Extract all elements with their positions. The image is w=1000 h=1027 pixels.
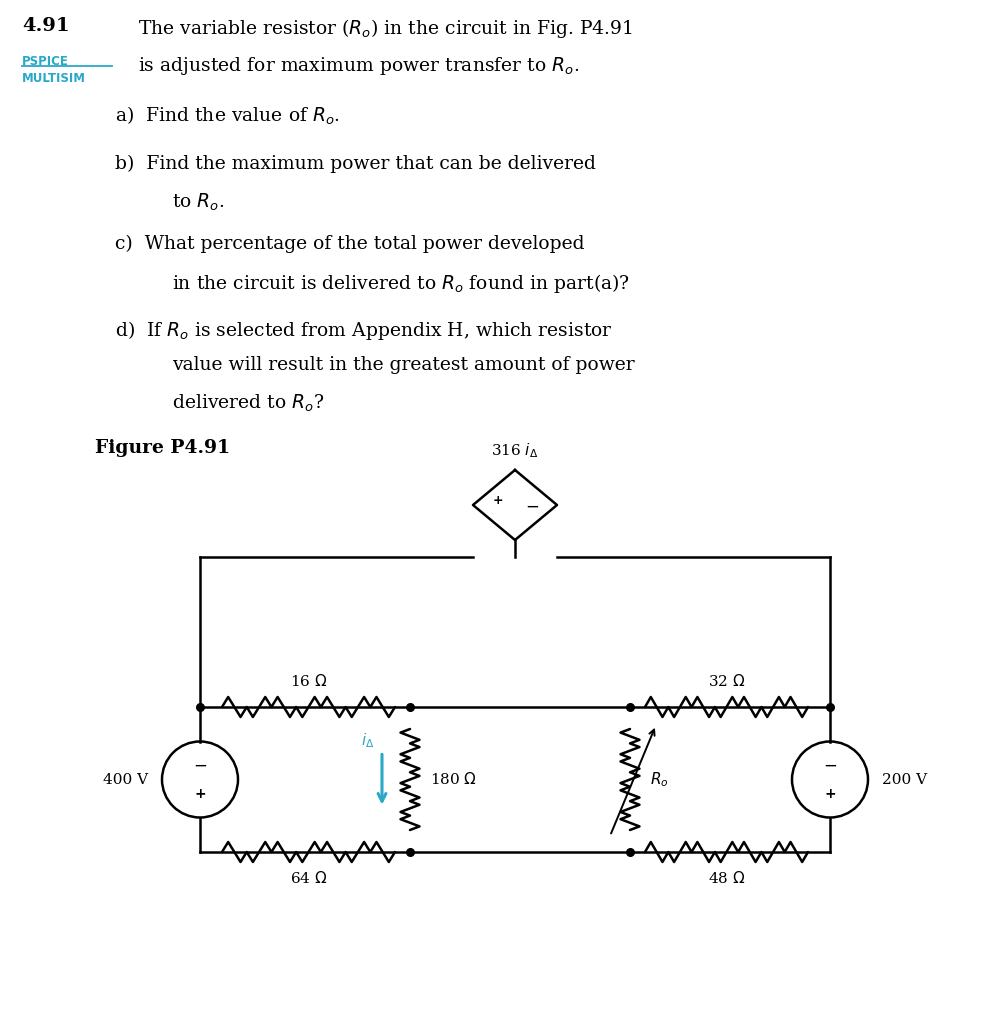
- Text: delivered to $R_o$?: delivered to $R_o$?: [172, 393, 324, 414]
- Text: Figure P4.91: Figure P4.91: [95, 439, 230, 457]
- Text: MULTISIM: MULTISIM: [22, 72, 86, 85]
- Text: a)  Find the value of $R_o$.: a) Find the value of $R_o$.: [115, 105, 340, 127]
- Text: +: +: [493, 494, 503, 506]
- Text: d)  If $R_o$ is selected from Appendix H, which resistor: d) If $R_o$ is selected from Appendix H,…: [115, 319, 613, 342]
- Text: 48 $\Omega$: 48 $\Omega$: [708, 870, 745, 886]
- Text: value will result in the greatest amount of power: value will result in the greatest amount…: [172, 356, 635, 374]
- Text: The variable resistor ($R_o$) in the circuit in Fig. P4.91: The variable resistor ($R_o$) in the cir…: [138, 17, 633, 40]
- Text: −: −: [193, 757, 207, 774]
- Text: −: −: [823, 757, 837, 774]
- Text: in the circuit is delivered to $R_o$ found in part(a)?: in the circuit is delivered to $R_o$ fou…: [172, 272, 630, 295]
- Text: 32 $\Omega$: 32 $\Omega$: [708, 673, 745, 689]
- Text: 16 $\Omega$: 16 $\Omega$: [290, 673, 327, 689]
- Text: to $R_o$.: to $R_o$.: [172, 192, 225, 214]
- Text: 400 V: 400 V: [103, 772, 148, 787]
- Text: 64 $\Omega$: 64 $\Omega$: [290, 870, 327, 886]
- Text: $i_\Delta$: $i_\Delta$: [361, 731, 374, 750]
- Text: −: −: [525, 498, 539, 516]
- Text: $R_o$: $R_o$: [650, 770, 669, 789]
- Text: PSPICE: PSPICE: [22, 55, 69, 68]
- Text: 4.91: 4.91: [22, 17, 70, 35]
- Text: c)  What percentage of the total power developed: c) What percentage of the total power de…: [115, 235, 584, 254]
- Text: is adjusted for maximum power transfer to $R_o$.: is adjusted for maximum power transfer t…: [138, 55, 579, 77]
- Text: b)  Find the maximum power that can be delivered: b) Find the maximum power that can be de…: [115, 155, 596, 174]
- Text: +: +: [824, 787, 836, 800]
- Text: 200 V: 200 V: [882, 772, 927, 787]
- Text: +: +: [194, 787, 206, 800]
- Text: 316 $i_\Delta$: 316 $i_\Delta$: [491, 442, 539, 460]
- Text: 180 $\Omega$: 180 $\Omega$: [430, 771, 477, 788]
